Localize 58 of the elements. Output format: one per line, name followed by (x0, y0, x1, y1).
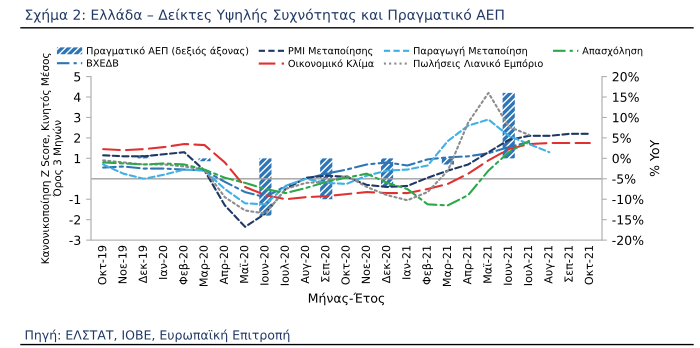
legend-label: Οικονομικό Κλίμα (288, 59, 374, 69)
y2-tick-label: 0% (612, 154, 631, 164)
x-tick-label: Φεβ-21 (422, 246, 434, 284)
x-tick-label: Νοε-20 (362, 246, 370, 284)
y-tick-label: -3 (69, 236, 80, 246)
y-axis-title: Κανονικοποίηση Z Score, Κινητός Μέσος Όρος 3 Μηνών (40, 53, 64, 264)
x-tick-label: Δεκ-20 (382, 246, 390, 284)
y2-tick-label: -5% (612, 174, 636, 184)
y2-tick-label: 15% (613, 92, 639, 102)
x-tick-label: Αυγ-21 (544, 246, 555, 284)
x-tick-label: Ιουλ-20 (280, 246, 289, 286)
x-tick-label: Ιαν-21 (402, 246, 411, 279)
y-tick-label: 2 (74, 133, 80, 143)
x-tick-label: Απρ-21 (462, 246, 474, 284)
y-tick-label: 3 (74, 112, 80, 122)
y-tick-label: 4 (74, 92, 81, 102)
x-tick-label: Σεπ-20 (321, 246, 330, 282)
x-tick-label: Μαρ-20 (199, 246, 210, 286)
line-series (102, 142, 591, 200)
x-tick-label: Φεβ-20 (178, 246, 190, 284)
legend-label: PMI Μεταποίησης (288, 46, 372, 56)
x-axis-title: Μήνας-Έτος (308, 292, 384, 306)
y2-tick-label: -20% (612, 236, 644, 246)
y2-tick-label: 10% (613, 112, 639, 122)
text: Πηγή: ΕΛΣΤΑΤ, ΙΟΒΕ, Ευρωπαϊκή Επιτροπή (26, 330, 290, 342)
y2-axis-title: % YoY (650, 140, 660, 176)
x-tick-label: Ιουλ-21 (524, 246, 532, 286)
line-series (102, 118, 550, 206)
y-tick-label: 1 (74, 154, 80, 164)
legend-label: Πωλήσεις Λιανικό Εμπόριο (414, 59, 543, 69)
y2-tick-label: -15% (612, 215, 644, 225)
y-tick-label: -2 (69, 215, 80, 224)
legend-label: Πραγματικό ΑΕΠ (δεξιός άξονας) (87, 46, 248, 56)
y2-tick-label: -10% (612, 194, 644, 204)
chart-title: Σχήμα 2: Ελλάδα – Δείκτες Υψηλής Συχνότητας και Πραγματικό ΑΕΠ (26, 8, 504, 23)
x-tick-label: Αυγ-20 (300, 246, 312, 284)
y-tick-label: 5 (74, 72, 80, 82)
x-tick-label: Μαϊ-20 (240, 246, 248, 283)
line-series (102, 92, 530, 215)
legend-label: Παραγωγή Μεταποίηση (414, 46, 527, 56)
x-tick-label: Νοε-19 (118, 246, 127, 284)
x-tick-label: Απρ-20 (220, 246, 230, 284)
x-tick-label: Ιουν-21 (504, 246, 512, 285)
legend-label: Απασχόληση (582, 46, 642, 56)
x-tick-label: Οκτ-21 (584, 246, 594, 284)
x-tick-label: Σεπ-21 (564, 246, 573, 282)
line-series (102, 132, 591, 228)
legend-label: ΒΧΕΔΒ (87, 59, 118, 67)
x-tick-label: Μαϊ-21 (483, 246, 492, 283)
y2-tick-label: 20% (612, 72, 639, 82)
x-tick-label: Ιουν-20 (260, 246, 269, 285)
x-tick-label: Μαρ-21 (442, 246, 454, 286)
x-tick-label: Δεκ-19 (138, 246, 147, 284)
x-tick-label: Ιαν-20 (158, 246, 168, 279)
x-tick-label: Οκτ-19 (98, 246, 106, 284)
y-tick-label: -1 (69, 194, 80, 204)
y2-tick-label: 5% (612, 133, 631, 143)
x-tick-label: Οκτ-20 (341, 246, 350, 284)
